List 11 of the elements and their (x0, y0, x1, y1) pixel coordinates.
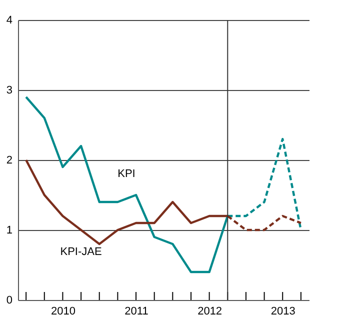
y-tick-label: 4 (6, 14, 12, 26)
x-tick-label: 2010 (50, 306, 76, 318)
x-tick-label: 2013 (270, 306, 296, 318)
y-tick-label: 2 (6, 154, 12, 166)
y-tick-label: 1 (6, 224, 12, 236)
series-label: KPI-JAE (60, 246, 102, 258)
x-tick-label: 2012 (198, 306, 222, 318)
series-label: KPI (118, 168, 136, 180)
x-tick-label: 2011 (124, 306, 148, 318)
y-tick-label: 3 (6, 84, 12, 96)
y-tick-label: 0 (6, 294, 12, 306)
